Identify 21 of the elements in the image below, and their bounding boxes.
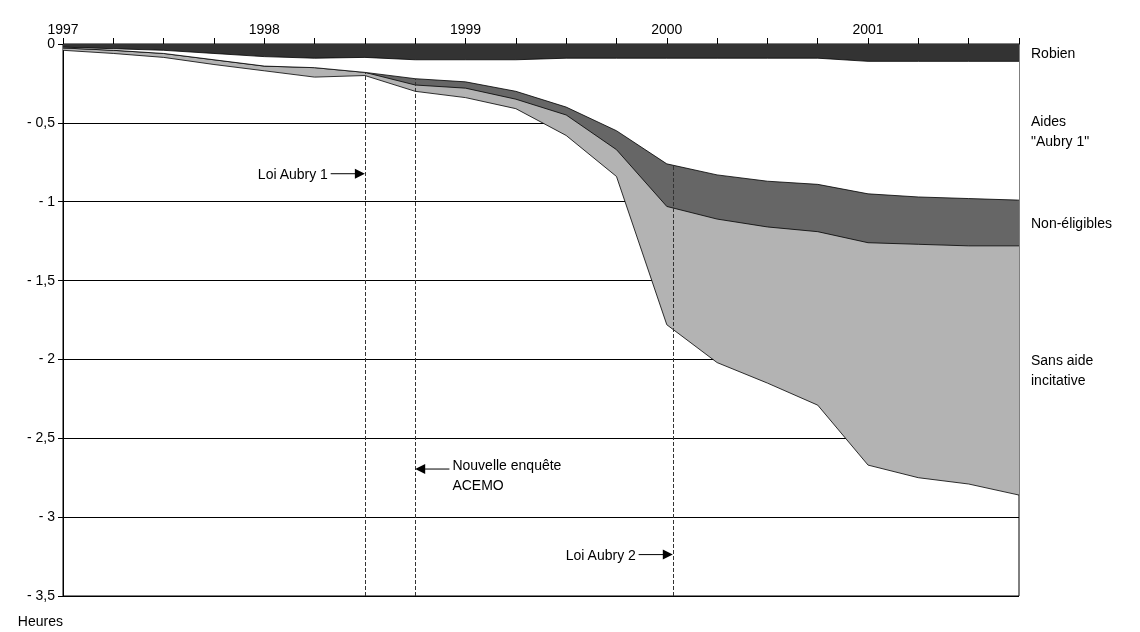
y-tick-label: 0 bbox=[47, 35, 56, 51]
ref-line-label: Loi Aubry 1 bbox=[257, 165, 329, 182]
series-label: Aides "Aubry 1" bbox=[1031, 112, 1090, 149]
y-tick-label: - 1 bbox=[38, 192, 56, 209]
x-tick-label: 1998 bbox=[248, 21, 281, 37]
y-tick-label: - 2,5 bbox=[26, 429, 56, 446]
series-label: Non-éligibles bbox=[1031, 215, 1112, 232]
y-tick-label: - 3,5 bbox=[26, 587, 56, 603]
y-tick-label: - 2 bbox=[38, 350, 56, 367]
y-tick-label: - 0,5 bbox=[26, 113, 56, 130]
ref-line-label: Loi Aubry 2 bbox=[565, 546, 637, 563]
x-tick-label: 1999 bbox=[449, 21, 482, 37]
ref-line-label: Nouvelle enquête ACEMO bbox=[452, 457, 562, 494]
x-tick-label: 2000 bbox=[651, 21, 683, 37]
y-tick-label: - 1,5 bbox=[26, 271, 56, 288]
series-label: Robien bbox=[1031, 44, 1076, 61]
y-axis-title: Heures bbox=[17, 613, 63, 629]
series-label: Sans aide incitative bbox=[1031, 352, 1094, 389]
y-tick-label: - 3 bbox=[38, 508, 56, 525]
x-tick-label: 2001 bbox=[852, 21, 884, 37]
x-tick-label: 1997 bbox=[47, 21, 79, 37]
